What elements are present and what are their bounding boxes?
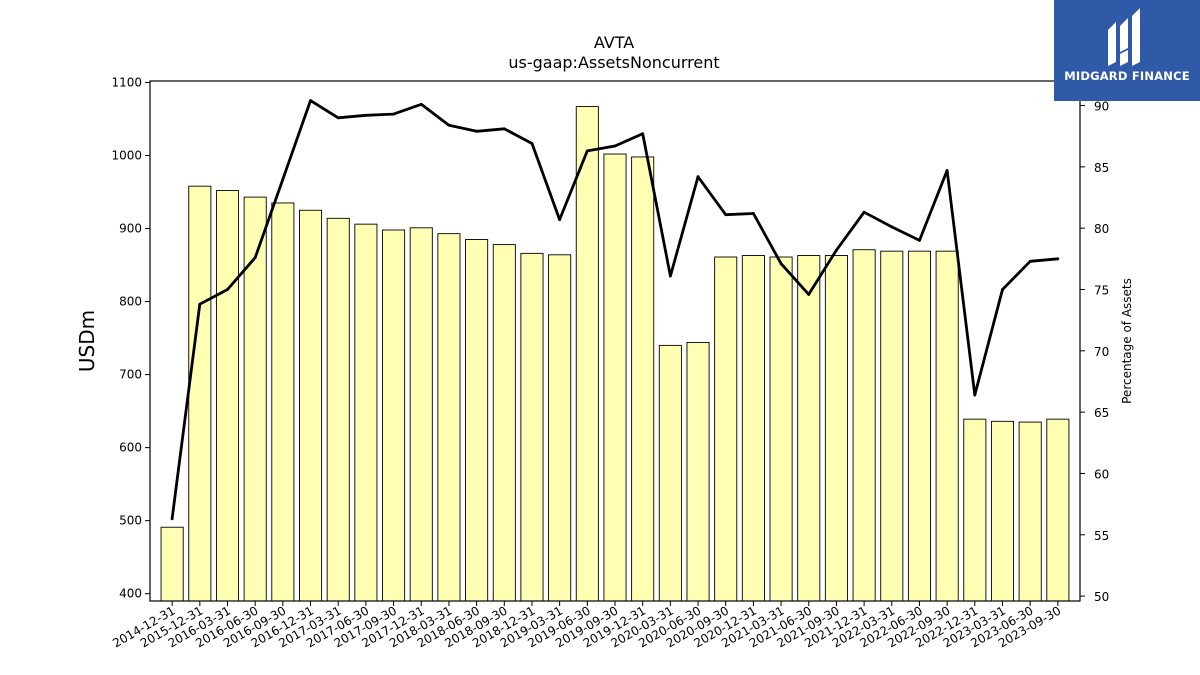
- y2-tick-label: 55: [1094, 529, 1109, 543]
- bar-2018-03-31: [437, 233, 461, 602]
- bar-2020-06-30: [686, 342, 710, 602]
- line-point-2022-12-31: [973, 393, 977, 397]
- bar-2019-03-31: [548, 254, 572, 602]
- bar-2021-06-30: [797, 255, 821, 602]
- y-tick-label: 400: [119, 587, 142, 601]
- line-point-2015-12-31: [198, 302, 202, 306]
- bars-group: [160, 106, 1070, 602]
- y2-tick-label: 60: [1094, 467, 1109, 481]
- line-point-2017-06-30: [364, 113, 368, 117]
- chart-subtitle: us-gaap:AssetsNoncurrent: [508, 53, 719, 72]
- midgard-finance-logo: MIDGARD FINANCE: [1054, 0, 1200, 101]
- bar-2018-09-30: [492, 244, 516, 602]
- y2-tick-label: 50: [1094, 590, 1109, 604]
- bar-2022-03-31: [880, 250, 904, 602]
- bar-2019-09-30: [603, 153, 627, 602]
- line-point-2019-09-30: [613, 144, 617, 148]
- line-point-2016-09-30: [281, 177, 285, 181]
- bar-2022-12-31: [963, 418, 987, 602]
- y2-tick-label: 85: [1094, 161, 1109, 175]
- line-point-2021-09-30: [835, 248, 838, 252]
- line-point-2018-09-30: [502, 127, 506, 131]
- line-point-2021-03-31: [779, 262, 783, 266]
- bar-2019-12-31: [631, 156, 655, 602]
- logo-text: MIDGARD FINANCE: [1064, 69, 1190, 83]
- bar-2023-06-30: [1018, 421, 1042, 602]
- line-point-2017-03-31: [336, 116, 340, 120]
- line-point-2017-12-31: [419, 102, 423, 106]
- line-point-2016-12-31: [309, 99, 312, 103]
- bar-2015-12-31: [188, 185, 212, 602]
- line-point-2020-03-31: [668, 274, 672, 278]
- bar-2017-12-31: [409, 227, 433, 602]
- bar-2016-12-31: [299, 209, 323, 602]
- line-point-2021-06-30: [807, 292, 811, 296]
- line-point-2019-12-31: [641, 132, 645, 136]
- y-axis-ticks: 400 500 600 700 800 900 1000 1100: [111, 75, 150, 601]
- bar-2016-09-30: [271, 202, 295, 602]
- line-point-2016-03-31: [226, 288, 229, 291]
- y2-tick-label: 75: [1094, 283, 1109, 297]
- bar-2018-12-31: [520, 252, 544, 602]
- line-point-2022-06-30: [918, 239, 921, 242]
- line-point-2019-06-30: [585, 149, 589, 153]
- bar-2023-09-30: [1046, 418, 1070, 602]
- midgard-logo-icon: [1108, 8, 1140, 66]
- line-point-2014-12-31: [170, 517, 174, 521]
- line-point-2019-03-31: [558, 218, 562, 221]
- line-point-2018-03-31: [447, 123, 451, 127]
- bar-2022-09-30: [935, 250, 959, 602]
- bar-2021-12-31: [852, 249, 876, 602]
- line-point-2020-12-31: [751, 212, 755, 215]
- bar-2017-03-31: [326, 217, 350, 602]
- bar-2021-03-31: [769, 256, 793, 602]
- y2-tick-label: 90: [1094, 100, 1109, 114]
- line-point-2018-06-30: [475, 129, 479, 133]
- bar-2018-06-30: [465, 239, 489, 602]
- bar-2020-03-31: [658, 344, 682, 602]
- line-point-2018-12-31: [530, 142, 534, 145]
- y-tick-label: 1000: [111, 148, 142, 162]
- line-point-2022-03-31: [890, 225, 894, 229]
- y2-axis-ticks: 50 55 60 65 70 75 80 85 90: [1080, 100, 1109, 604]
- bar-2014-12-31: [160, 526, 184, 602]
- line-point-2021-12-31: [862, 210, 866, 214]
- y2-tick-label: 65: [1094, 406, 1109, 420]
- line-point-2017-09-30: [392, 112, 395, 116]
- chart-title: AVTA: [594, 33, 634, 52]
- x-axis-ticks: 2014-12-312015-12-312016-03-312016-06-30…: [110, 601, 1063, 650]
- bar-2023-03-31: [990, 420, 1015, 602]
- bar-2016-03-31: [215, 190, 240, 602]
- line-point-2023-06-30: [1028, 259, 1032, 263]
- plot-frame: [149, 80, 1081, 602]
- line-point-2023-03-31: [1001, 288, 1004, 291]
- y-tick-label: 600: [119, 441, 142, 455]
- y-tick-label: 1100: [111, 75, 142, 89]
- line-point-2016-06-30: [253, 256, 257, 260]
- bar-2020-09-30: [714, 256, 738, 602]
- y-tick-label: 700: [119, 368, 142, 382]
- bar-2019-06-30: [575, 106, 599, 602]
- bar-2017-09-30: [382, 229, 406, 602]
- y2-axis-label: Percentage of Assets: [1120, 278, 1134, 404]
- line-point-2020-09-30: [724, 213, 728, 217]
- y-axis-label: USDm: [75, 310, 99, 372]
- bar-2020-12-31: [741, 255, 765, 602]
- line-layer: [170, 99, 1060, 521]
- y-tick-label: 500: [119, 514, 142, 528]
- line-point-2023-09-30: [1056, 257, 1060, 261]
- line-point-2022-09-30: [945, 169, 949, 172]
- bar-2021-09-30: [824, 255, 848, 602]
- y2-tick-label: 80: [1094, 222, 1109, 236]
- y-tick-label: 800: [119, 295, 142, 309]
- y-tick-label: 900: [119, 222, 142, 236]
- bar-2017-06-30: [354, 223, 378, 602]
- line-point-2020-06-30: [696, 175, 700, 179]
- y2-tick-label: 70: [1094, 345, 1109, 359]
- bar-2022-06-30: [907, 250, 931, 602]
